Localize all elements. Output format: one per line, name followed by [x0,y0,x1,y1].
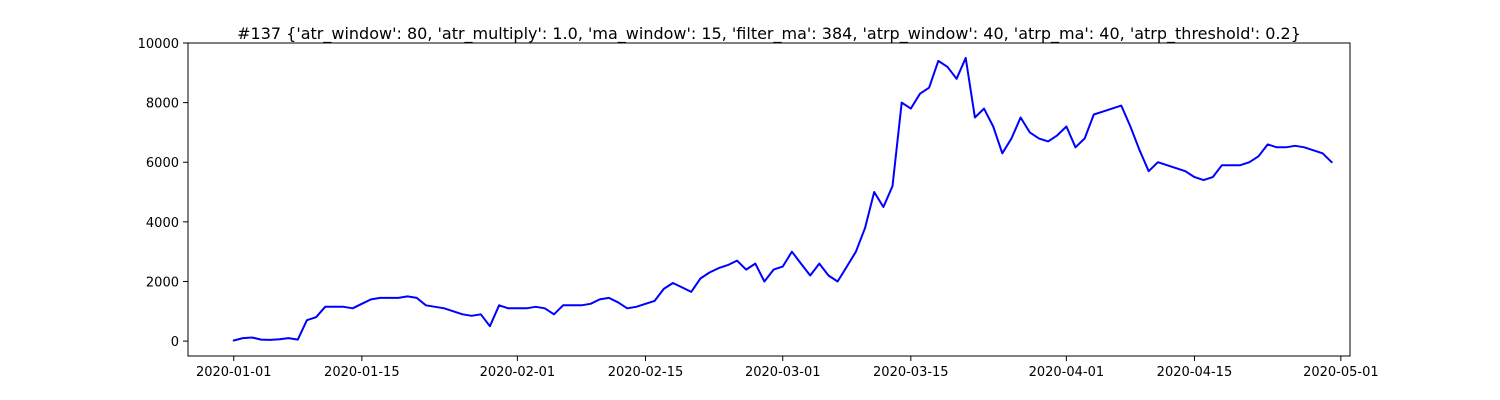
x-tick-label: 2020-03-01 [745,365,821,380]
chart-title: #137 {'atr_window': 80, 'atr_multiply': … [237,24,1301,44]
x-tick-label: 2020-05-01 [1303,365,1379,380]
x-tick-label: 2020-02-01 [480,365,556,380]
x-axis: 2020-01-01 2020-01-15 2020-02-01 2020-02-15… [196,356,1379,380]
y-tick-label: 8000 [146,97,179,112]
x-tick-label: 2020-01-01 [196,365,272,380]
y-tick-label: 6000 [146,156,179,171]
y-tick-label: 10000 [138,37,179,52]
plot-frame [187,42,1351,357]
y-tick-label: 0 [171,335,179,350]
x-tick-label: 2020-01-15 [324,365,400,380]
series-line [232,56,1333,342]
x-tick-label: 2020-04-15 [1157,365,1233,380]
y-tick-label: 4000 [146,216,179,231]
x-tick-label: 2020-02-15 [608,365,684,380]
y-axis: 0 2000 4000 6000 8000 10000 [138,37,188,350]
series-layer [232,56,1333,342]
y-tick-label: 2000 [146,275,179,290]
x-tick-label: 2020-04-01 [1029,365,1105,380]
x-tick-label: 2020-03-15 [873,365,949,380]
